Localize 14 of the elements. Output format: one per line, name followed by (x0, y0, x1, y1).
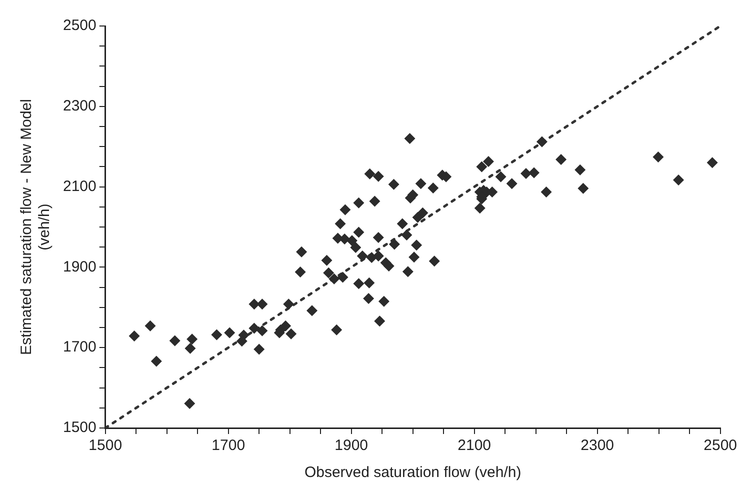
y-tick-label: 2500 (62, 17, 96, 34)
y-tick-label: 2300 (62, 98, 96, 115)
x-tick-label: 2100 (458, 437, 492, 454)
x-axis-title: Observed saturation flow (veh/h) (304, 464, 522, 482)
x-tick-label: 2300 (580, 437, 614, 454)
y-axis-title: Estimated saturation flow - New Model (veh/h) (18, 99, 54, 355)
y-tick-label: 1700 (62, 338, 96, 356)
x-tick-label: 1700 (212, 437, 246, 454)
x-tick-label: 1900 (334, 437, 368, 454)
y-tick-label: 1500 (62, 419, 96, 436)
x-tick-label: 2500 (704, 437, 738, 454)
y-tick-label: 2100 (62, 178, 96, 195)
y-tick-label: 1900 (62, 258, 96, 276)
x-tick-label: 1500 (88, 437, 122, 454)
